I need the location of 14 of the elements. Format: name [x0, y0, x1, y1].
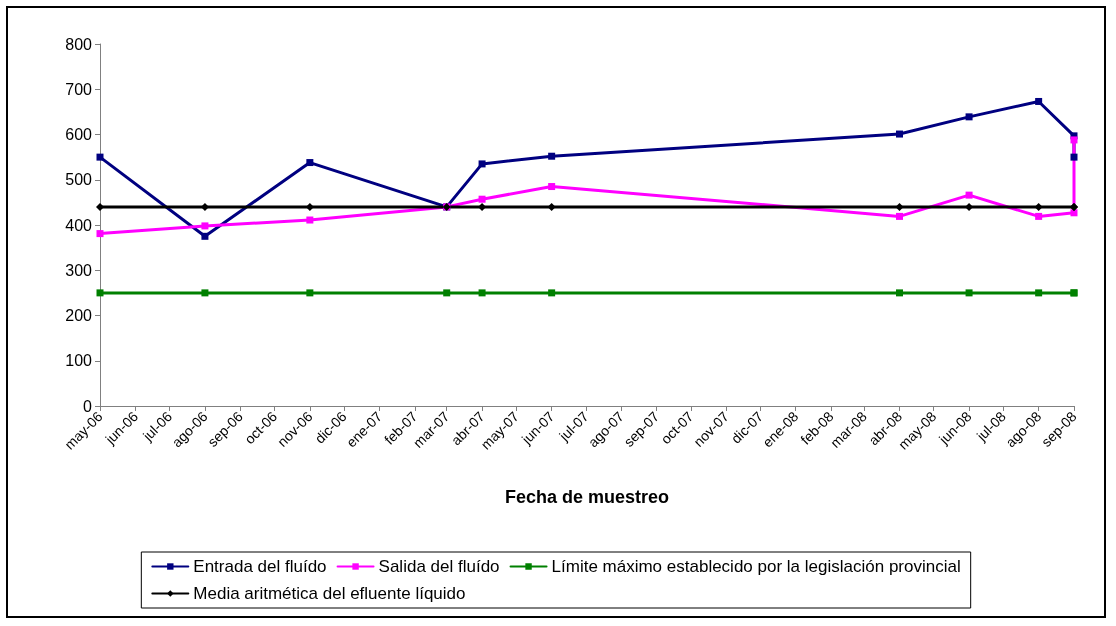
y-tick-label: 0	[83, 397, 93, 415]
y-tick-label: 600	[65, 126, 93, 143]
y-tick-label: 800	[65, 35, 93, 53]
legend-label: Media aritmética del efluente líquido	[193, 584, 466, 603]
legend-label: Entrada del fluído	[193, 557, 327, 576]
y-tick-label: 300	[65, 261, 93, 279]
y-tick-label: 100	[65, 352, 93, 370]
y-tick-label: 700	[65, 80, 93, 98]
legend-label: Salida del fluído	[378, 557, 500, 576]
x-axis-title: Fecha de muestreo	[504, 487, 670, 507]
y-tick-label: 400	[65, 216, 93, 234]
y-tick-label: 500	[65, 171, 93, 189]
legend-label: Límite máximo establecido por la legislación provincial	[551, 557, 961, 576]
y-tick-label: 200	[65, 307, 93, 324]
